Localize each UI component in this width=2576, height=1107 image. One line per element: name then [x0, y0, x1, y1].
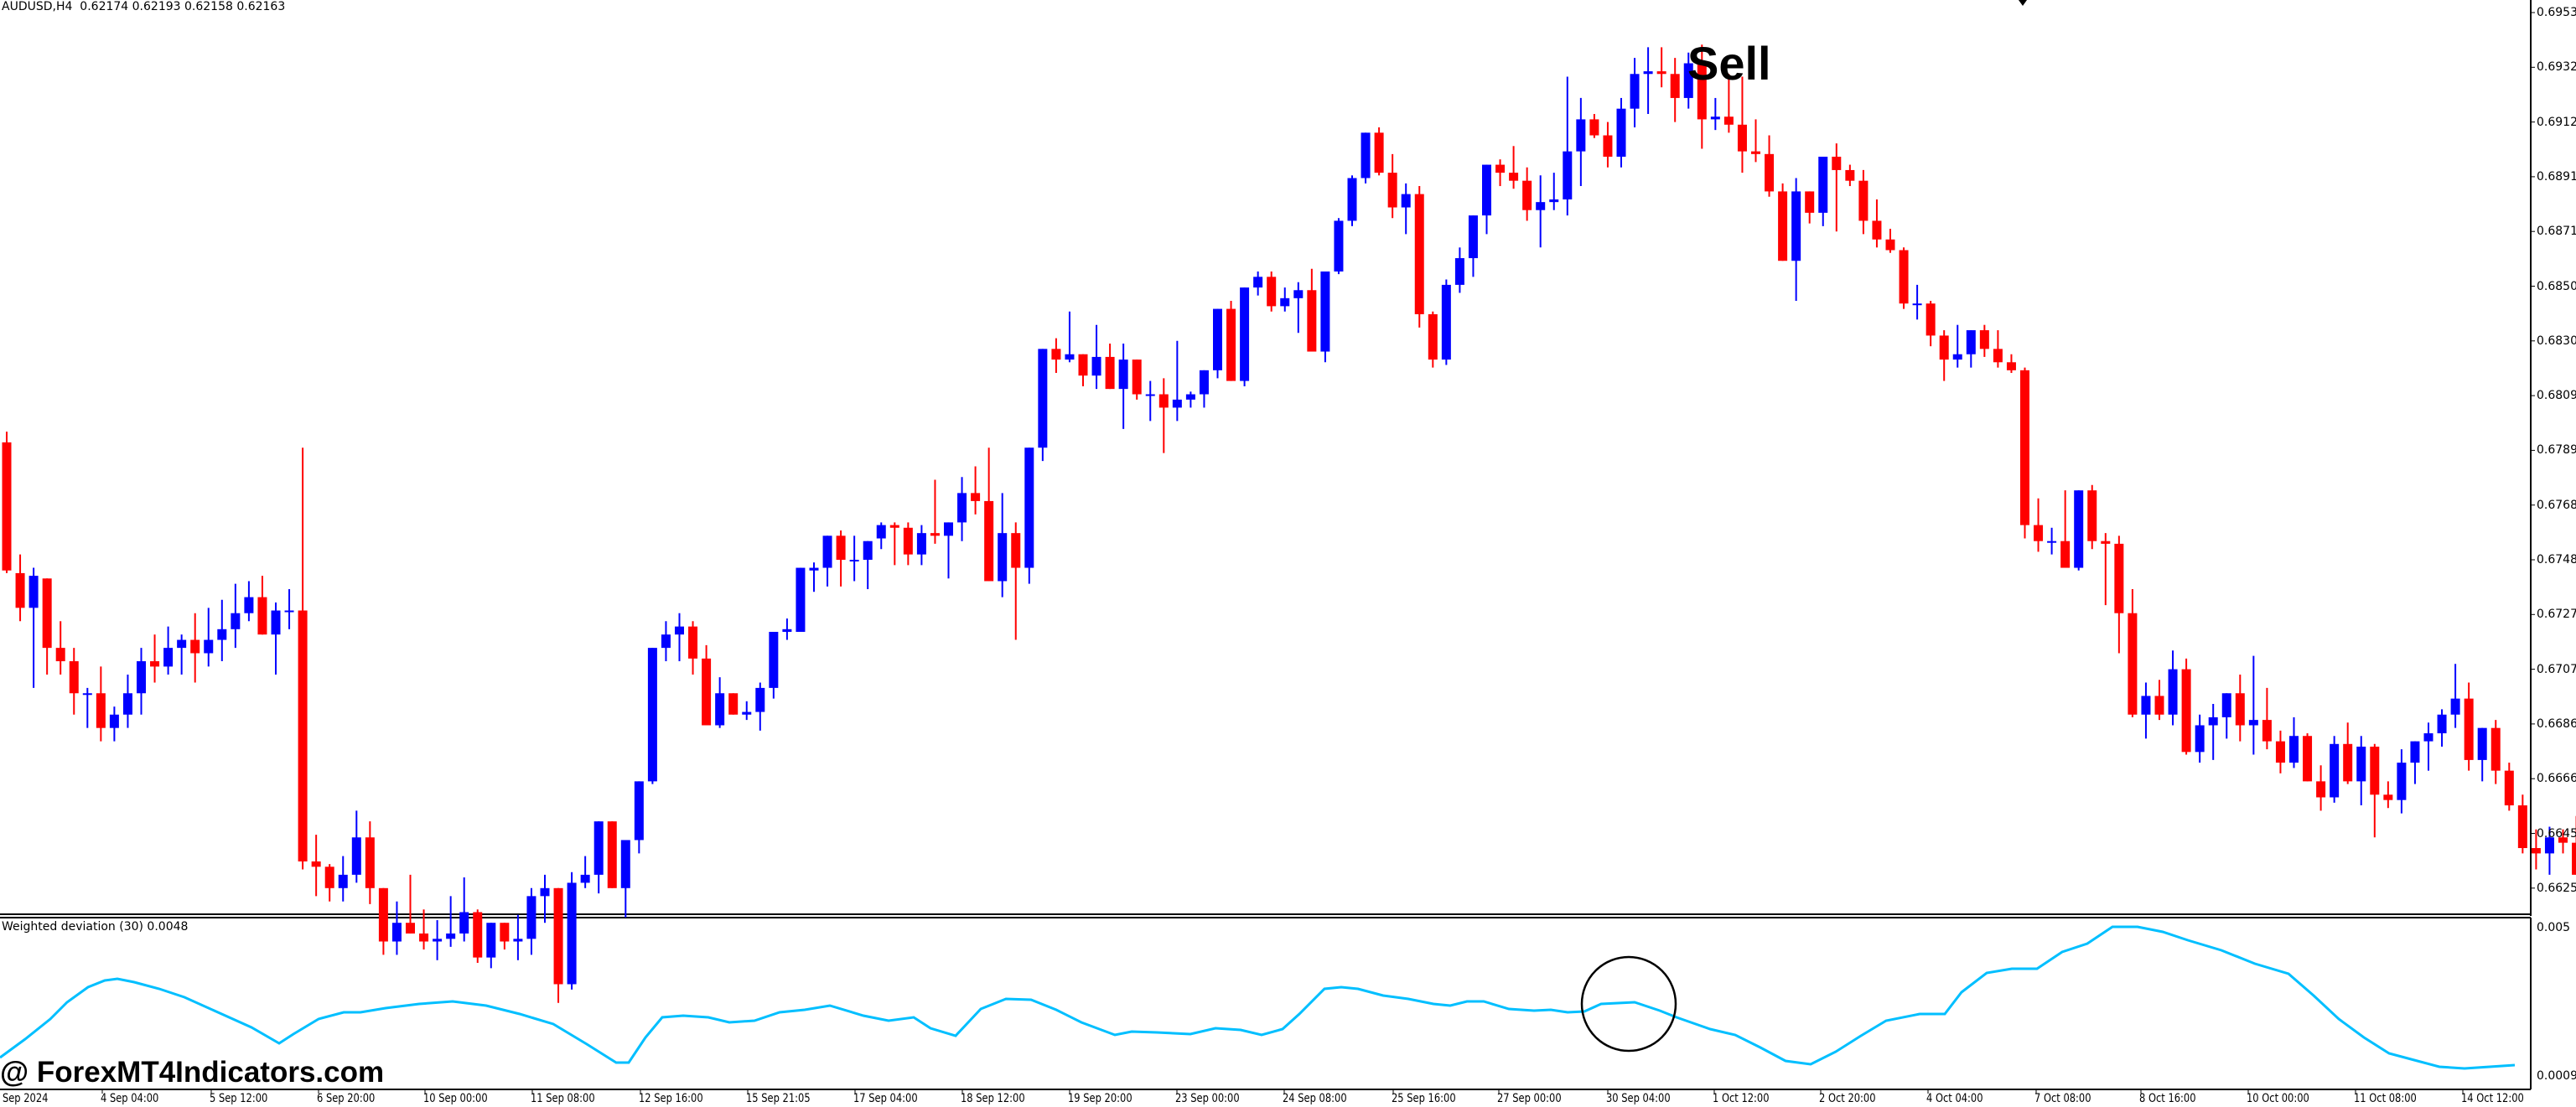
sell-signal-label: Sell	[1687, 37, 1771, 90]
indicator-axis-min: 0.0009	[2537, 1069, 2576, 1083]
weighted-deviation-line	[0, 925, 2516, 1070]
time-axis-label: 30 Sep 04:00	[1606, 1092, 1671, 1105]
price-axis-label: 0.68505	[2537, 279, 2576, 293]
time-axis-label: 4 Sep 04:00	[101, 1092, 159, 1105]
time-axis-label: 11 Oct 08:00	[2354, 1092, 2417, 1105]
time-axis-label: 6 Sep 20:00	[317, 1092, 376, 1105]
time-axis-label: 19 Sep 20:00	[1068, 1092, 1133, 1105]
time-axis-label: 23 Sep 00:00	[1175, 1092, 1240, 1105]
time-axis-label: 18 Sep 12:00	[961, 1092, 1025, 1105]
price-axis-label: 0.66455	[2537, 826, 2576, 841]
price-axis-label: 0.67275	[2537, 608, 2576, 622]
time-axis-label: 4 Oct 04:00	[1926, 1092, 1983, 1105]
time-axis-label: 1 Oct 12:00	[1713, 1092, 1770, 1105]
time-axis-label: 14 Oct 12:00	[2461, 1092, 2524, 1105]
watermark: @ ForexMT4Indicators.com	[0, 1056, 385, 1089]
time-axis-ticks	[101, 1089, 2464, 1094]
candlestick-series	[2, 44, 2576, 1003]
time-axis-label: 10 Oct 00:00	[2247, 1092, 2309, 1105]
chart-header: AUDUSD,H4 0.62174 0.62193 0.62158 0.6216…	[2, 0, 286, 13]
time-axis-label: 7 Oct 08:00	[2034, 1092, 2091, 1105]
time-axis-label: 15 Sep 21:05	[746, 1092, 811, 1105]
price-axis-label: 0.69325	[2537, 60, 2576, 75]
time-axis-label: 8 Oct 16:00	[2139, 1092, 2196, 1105]
time-axis-label: 2 Sep 2024	[0, 1092, 49, 1105]
indicator-label: Weighted deviation (30) 0.0048	[2, 920, 189, 934]
highlight-circle	[1580, 955, 1677, 1053]
time-axis-label: 17 Sep 04:00	[853, 1092, 918, 1105]
time-axis-label: 5 Sep 12:00	[210, 1092, 268, 1105]
price-axis-label: 0.68915	[2537, 169, 2576, 184]
time-axis-label: 24 Sep 08:00	[1283, 1092, 1347, 1105]
price-axis-label: 0.67685	[2537, 498, 2576, 512]
price-axis-label: 0.66865	[2537, 716, 2576, 731]
price-axis-label: 0.68095	[2537, 389, 2576, 403]
time-axis-label: 10 Sep 00:00	[423, 1092, 488, 1105]
time-axis-label: 27 Sep 00:00	[1497, 1092, 1562, 1105]
time-axis-label: 2 Oct 20:00	[1819, 1092, 1876, 1105]
time-axis-label: 12 Sep 16:00	[639, 1092, 703, 1105]
time-axis-label: 11 Sep 08:00	[531, 1092, 595, 1105]
price-axis-ticks	[2531, 12, 2535, 889]
down-arrow-marker-icon	[2019, 0, 2027, 6]
indicator-axis-max: 0.005	[2537, 921, 2571, 934]
time-axis-label: 25 Sep 16:00	[1392, 1092, 1456, 1105]
